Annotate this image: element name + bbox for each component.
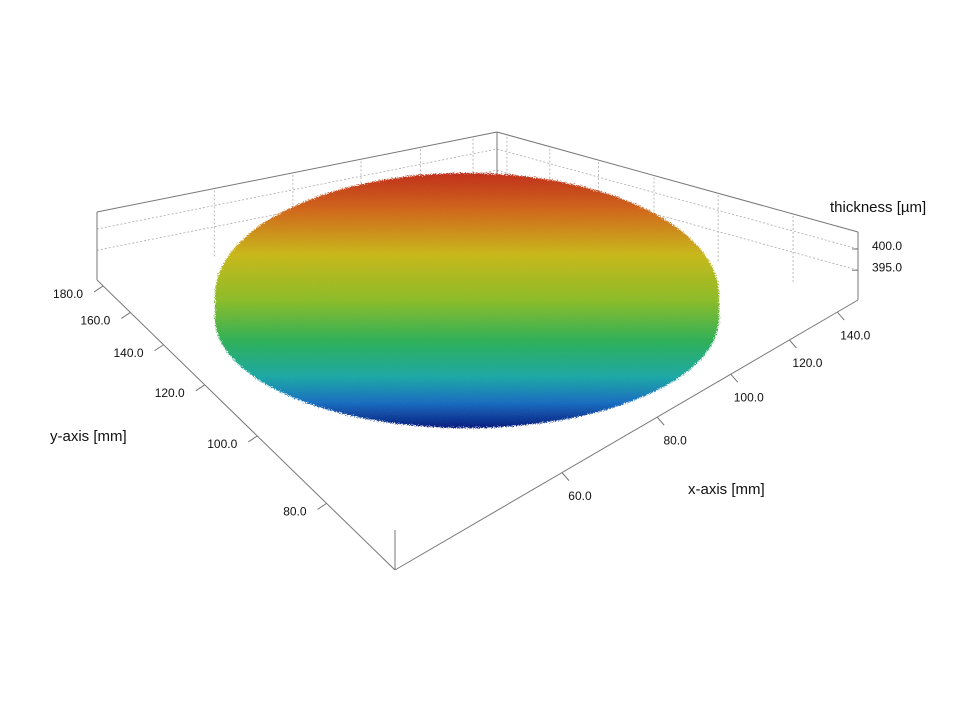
x-tick-label: 120.0 <box>792 356 822 370</box>
y-tick <box>247 435 258 443</box>
z-tick-label: 395.0 <box>872 260 902 274</box>
y-tick-label: 80.0 <box>283 505 307 519</box>
x-tick-label: 100.0 <box>734 390 764 404</box>
z-axis-title: thickness [µm] <box>830 199 926 216</box>
x-tick-label: 140.0 <box>840 328 870 342</box>
grid-line <box>496 169 859 271</box>
x-axis-title: x-axis [mm] <box>688 481 765 498</box>
x-tick-label: 60.0 <box>568 489 592 503</box>
y-tick-label: 180.0 <box>53 287 83 301</box>
z-tick-label: 400.0 <box>872 239 902 253</box>
x-tick <box>656 416 665 426</box>
y-tick <box>93 285 104 293</box>
y-tick <box>317 502 327 510</box>
box-edge <box>96 131 498 213</box>
y-tick-label: 100.0 <box>207 437 237 451</box>
axes-box <box>93 131 859 571</box>
x-tick <box>561 472 570 481</box>
axis-line <box>394 299 859 571</box>
x-tick <box>836 311 845 321</box>
axis-line <box>96 279 396 571</box>
y-tick-label: 160.0 <box>80 314 110 328</box>
y-tick <box>154 344 164 352</box>
grid-line <box>496 148 859 250</box>
y-tick-label: 140.0 <box>114 346 144 360</box>
y-axis-title: y-axis [mm] <box>50 428 127 445</box>
y-tick-label: 120.0 <box>155 386 185 400</box>
x-tick-label: 80.0 <box>663 433 687 447</box>
x-tick <box>789 339 797 349</box>
box-edge <box>496 131 859 233</box>
surface <box>215 173 719 428</box>
y-tick <box>121 312 131 319</box>
y-tick <box>195 384 206 392</box>
x-tick <box>730 373 739 383</box>
